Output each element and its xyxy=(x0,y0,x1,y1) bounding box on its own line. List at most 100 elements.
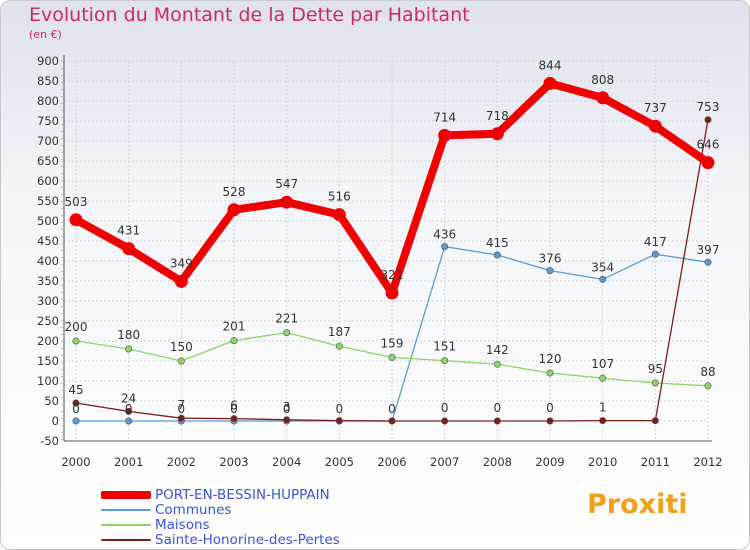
legend-item: Sainte-Honorine-des-Pertes xyxy=(101,531,340,548)
y-tick-label: 900 xyxy=(37,54,59,68)
data-point-2 xyxy=(493,360,501,368)
y-tick-label: 150 xyxy=(37,354,59,368)
x-tick-label: 2009 xyxy=(535,455,564,469)
data-label-0: 528 xyxy=(223,185,246,199)
data-label-1: 0 xyxy=(388,402,396,416)
data-point-3 xyxy=(704,116,712,124)
x-tick-label: 2001 xyxy=(114,455,143,469)
data-point-3 xyxy=(441,417,449,425)
data-point-1 xyxy=(546,267,554,275)
data-point-0 xyxy=(174,274,188,288)
data-point-0 xyxy=(438,128,452,142)
data-point-2 xyxy=(230,337,238,345)
data-point-3 xyxy=(493,417,501,425)
data-point-2 xyxy=(72,337,80,345)
y-tick-label: 550 xyxy=(37,194,59,208)
data-label-3: 24 xyxy=(121,391,136,405)
data-point-0 xyxy=(648,119,662,133)
data-label-2: 95 xyxy=(648,362,663,376)
legend-item: PORT-EN-BESSIN-HUPPAIN xyxy=(101,487,340,503)
y-tick-label: 800 xyxy=(37,94,59,108)
y-tick-label: 200 xyxy=(37,334,59,348)
data-label-2: 120 xyxy=(539,352,562,366)
y-tick-label: 300 xyxy=(37,294,59,308)
y-tick-label: 500 xyxy=(37,214,59,228)
data-point-2 xyxy=(125,345,133,353)
data-label-0: 431 xyxy=(117,224,140,238)
data-label-3: 45 xyxy=(68,383,83,397)
data-label-2: 201 xyxy=(223,320,246,334)
data-point-2 xyxy=(388,353,396,361)
y-tick-label: 250 xyxy=(37,314,59,328)
data-label-1: 0 xyxy=(178,402,186,416)
legend-label: Maisons xyxy=(155,516,210,533)
data-point-0 xyxy=(122,242,136,256)
data-label-3: 3 xyxy=(283,400,291,414)
data-point-0 xyxy=(280,195,294,209)
data-point-0 xyxy=(543,76,557,90)
data-label-0: 547 xyxy=(275,177,298,191)
legend-swatch xyxy=(101,508,151,511)
data-label-1: 0 xyxy=(125,402,133,416)
data-point-3 xyxy=(651,417,659,425)
x-tick-label: 2006 xyxy=(377,455,406,469)
data-label-3: 0 xyxy=(546,401,554,415)
data-point-0 xyxy=(385,286,399,300)
data-point-1 xyxy=(72,417,80,425)
data-label-1: 0 xyxy=(230,402,238,416)
data-point-1 xyxy=(441,243,449,251)
data-label-2: 200 xyxy=(65,320,88,334)
legend-swatch xyxy=(101,538,151,541)
data-label-1: 415 xyxy=(486,236,509,250)
y-tick-label: 350 xyxy=(37,274,59,288)
series-layer xyxy=(69,76,715,425)
data-point-1 xyxy=(651,250,659,258)
data-point-2 xyxy=(651,379,659,387)
data-point-1 xyxy=(704,258,712,266)
data-label-3: 6 xyxy=(230,399,238,413)
x-tick-label: 2003 xyxy=(219,455,248,469)
data-label-2: 221 xyxy=(275,312,298,326)
data-label-0: 646 xyxy=(697,138,720,152)
data-label-1: 397 xyxy=(697,243,720,257)
data-label-3: 753 xyxy=(697,100,720,114)
legend-label: Sainte-Honorine-des-Pertes xyxy=(155,531,340,548)
y-tick-label: 100 xyxy=(37,374,59,388)
data-point-3 xyxy=(177,414,185,422)
data-point-0 xyxy=(596,91,610,105)
data-label-1: 354 xyxy=(591,260,614,274)
data-point-2 xyxy=(599,374,607,382)
x-tick-label: 2010 xyxy=(588,455,617,469)
y-tick-label: -50 xyxy=(40,434,59,448)
axis-layer: -500501001502002503003504004505005506006… xyxy=(37,54,723,469)
data-point-3 xyxy=(388,417,396,425)
y-tick-label: 0 xyxy=(52,414,59,428)
legend-swatch xyxy=(101,523,151,526)
x-tick-label: 2005 xyxy=(325,455,354,469)
legend-label: Communes xyxy=(155,501,232,518)
x-tick-label: 2002 xyxy=(167,455,196,469)
data-label-3: 0 xyxy=(494,401,502,415)
data-label-0: 808 xyxy=(591,73,614,87)
y-tick-label: 850 xyxy=(37,74,59,88)
data-label-2: 150 xyxy=(170,340,193,354)
data-point-0 xyxy=(227,203,241,217)
data-label-3: 1 xyxy=(599,401,607,415)
data-point-3 xyxy=(599,417,607,425)
data-label-3: 0 xyxy=(441,401,449,415)
data-label-0: 349 xyxy=(170,256,193,270)
y-tick-label: 450 xyxy=(37,234,59,248)
data-point-1 xyxy=(493,251,501,259)
legend-item: Maisons xyxy=(101,516,340,533)
data-point-0 xyxy=(69,213,83,227)
y-tick-label: 600 xyxy=(37,174,59,188)
legend-item: Communes xyxy=(101,501,340,518)
data-label-0: 718 xyxy=(486,109,509,123)
x-tick-label: 2004 xyxy=(272,455,301,469)
data-label-0: 516 xyxy=(328,190,351,204)
data-label-3: 7 xyxy=(178,398,186,412)
x-tick-label: 2008 xyxy=(483,455,512,469)
data-label-1: 376 xyxy=(539,252,562,266)
